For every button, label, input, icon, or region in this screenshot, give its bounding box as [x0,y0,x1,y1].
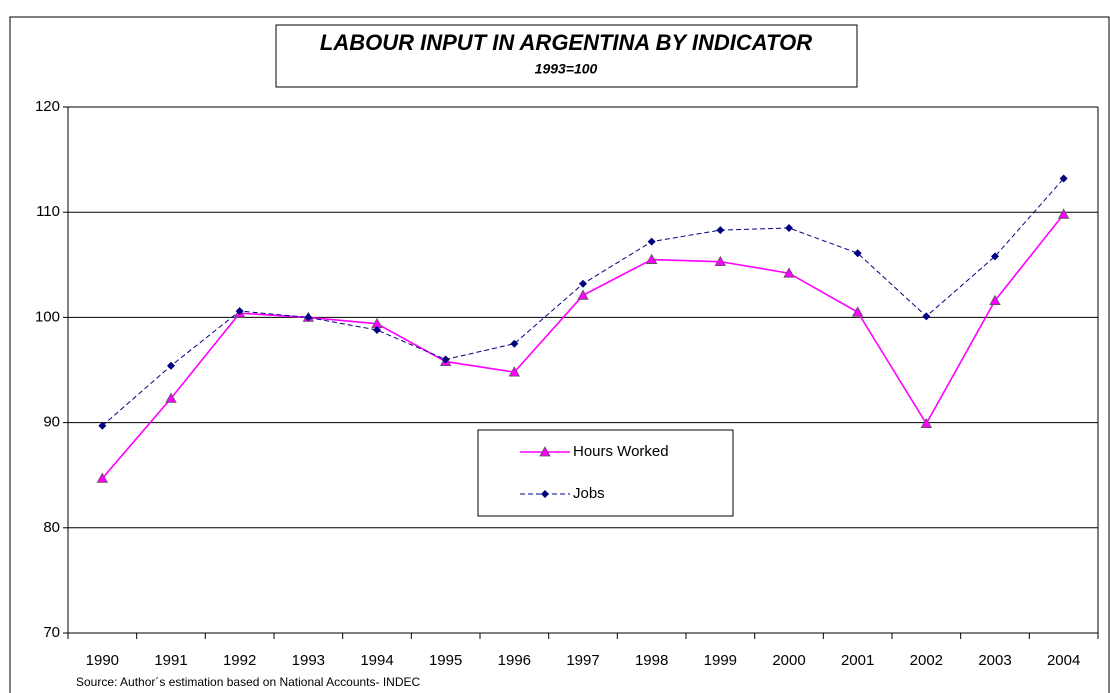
marker [716,226,725,235]
legend-marker [541,490,549,498]
x-tick-label: 1991 [154,652,187,669]
marker [853,249,862,258]
marker [714,255,727,267]
marker [96,472,109,483]
marker [508,366,521,377]
y-tick-label: 120 [35,98,60,115]
y-tick-label: 70 [43,624,60,641]
chart-subtitle: 1993=100 [535,61,598,77]
marker [922,312,931,321]
legend-label: Hours Worked [573,443,669,460]
marker [851,306,864,317]
legend-box [477,429,734,517]
x-tick-label: 1997 [566,652,599,669]
marker [577,289,589,300]
marker [98,421,107,430]
marker [1057,208,1070,219]
marker [785,223,793,232]
x-tick-label: 2003 [978,652,1011,669]
marker [1059,174,1068,183]
x-tick-label: 2000 [772,652,805,669]
x-tick-label: 1998 [635,652,668,669]
marker [510,339,519,348]
legend-marker [539,446,551,457]
marker [920,417,933,429]
x-tick-label: 1995 [429,652,462,669]
x-tick-label: 1994 [360,652,393,669]
y-tick-label: 100 [35,308,60,325]
x-tick-label: 1992 [223,652,256,669]
chart-title: LABOUR INPUT IN ARGENTINA BY INDICATOR [320,30,812,55]
marker [373,326,381,335]
marker [989,294,1001,305]
y-tick-label: 110 [36,203,60,220]
marker [991,252,999,261]
marker [441,355,450,364]
legend-label: Jobs [573,485,605,502]
chart-border [9,16,1110,693]
series-line [102,178,1065,427]
marker [645,253,658,264]
x-tick-label: 1999 [704,652,737,669]
marker [304,313,313,322]
title-box [275,24,858,88]
marker [647,237,656,246]
marker [165,392,177,403]
x-tick-label: 2002 [910,652,943,669]
marker [235,307,244,316]
source-note: Source: Author´s estimation based on Nat… [76,675,421,689]
x-tick-label: 1990 [86,652,119,669]
x-tick-label: 2004 [1047,652,1080,669]
marker [167,361,175,370]
x-tick-label: 2001 [841,652,874,669]
y-tick-label: 90 [43,414,60,431]
marker [579,279,587,288]
y-tick-label: 80 [43,519,60,536]
x-tick-label: 1993 [292,652,325,669]
marker [783,267,795,278]
x-tick-label: 1996 [498,652,531,669]
